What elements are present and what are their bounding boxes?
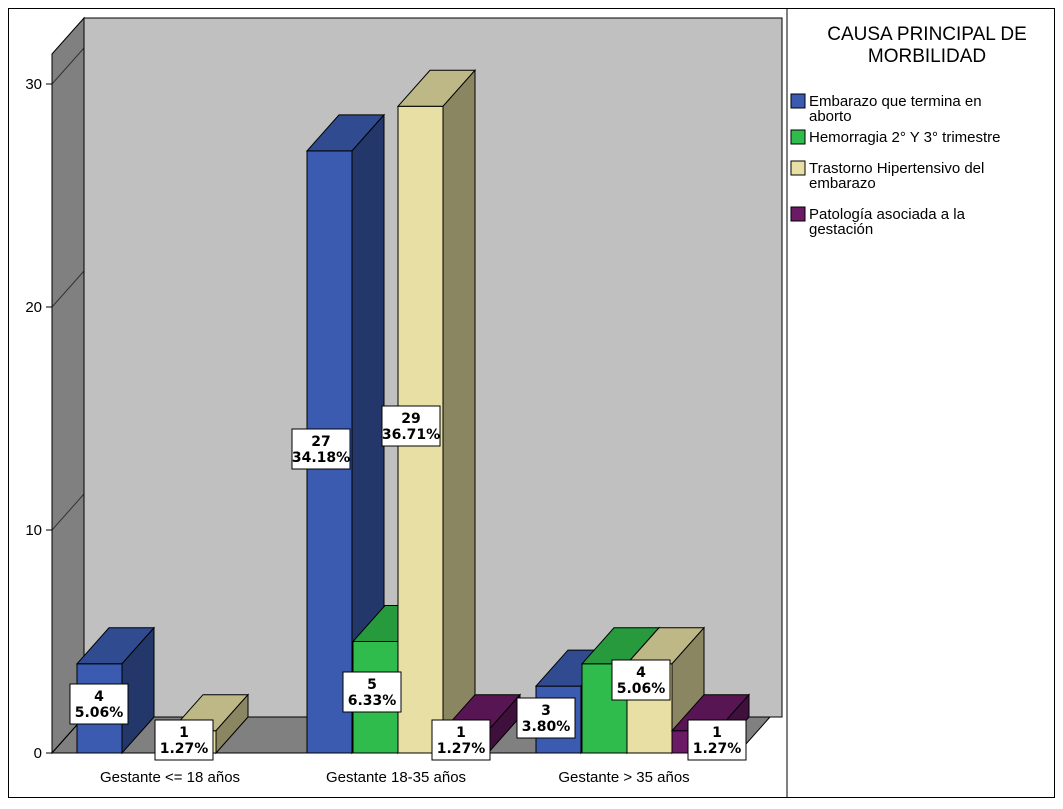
y-tick-wall-line [51,493,85,531]
legend-swatch [790,206,806,222]
y-tick-label: 10 [25,522,42,539]
data-label-count: 27 [311,434,330,450]
outer-frame [8,8,1055,798]
data-label-count: 1 [712,725,722,741]
data-label-box [431,719,491,761]
y-axis: 0 10 20 30 [25,47,85,762]
data-label-box [291,428,351,470]
data-label-percent: 34.18% [292,450,350,466]
data-label-box [516,697,576,739]
bar-side [215,693,249,755]
y-tick-label: 30 [25,76,42,93]
data-label-count: 5 [367,677,377,693]
data-label-count: 4 [636,665,646,681]
data-labels: 45.06%11.27%2734.18%56.33%2936.71%11.27%… [69,405,747,761]
legend-title: CAUSA PRINCIPAL DE [827,24,1027,45]
category-label: Gestante 18-35 años [326,769,466,786]
data-label-box [154,719,214,761]
category-labels: Gestante <= 18 años Gestante 18-35 años Ge… [100,769,690,786]
data-label-box [342,671,402,713]
data-label-count: 29 [401,411,420,427]
bar-side [442,68,476,755]
data-label-count: 1 [456,725,466,741]
data-label-percent: 1.27% [437,741,486,757]
data-label-percent: 1.27% [160,741,209,757]
legend-label: Embarazo que termina en [809,93,982,110]
data-label-count: 1 [179,725,189,741]
data-label-count: 4 [94,689,104,705]
data-label-count: 3 [541,703,551,719]
data-label-percent: 36.71% [382,427,440,443]
data-label-percent: 3.80% [522,719,571,735]
legend-label: embarazo [809,175,876,192]
left-wall [51,16,85,755]
legend-label: Hemorragia 2° Y 3° trimestre [809,129,1001,146]
legend-swatch [790,129,806,145]
plot-walls [8,8,1055,798]
legend-title: MORBILIDAD [868,46,986,67]
legend-label: Trastorno Hipertensivo del [809,160,984,177]
category-label: Gestante <= 18 años [100,769,240,786]
legend-label: Patología asociada a la [809,206,966,223]
data-label-percent: 6.33% [348,693,397,709]
y-tick-label: 20 [25,299,42,316]
y-tick-wall-line [51,47,85,85]
legend-swatch [790,160,806,176]
data-label-percent: 1.27% [693,741,742,757]
y-tick-label: 0 [34,745,42,762]
legend-label: gestación [809,221,873,238]
data-label-box [69,683,129,725]
legend-label: aborto [809,108,852,125]
legend-swatch [790,93,806,109]
y-tick-wall-line [51,270,85,308]
data-label-box [381,405,441,447]
data-label-percent: 5.06% [75,705,124,721]
data-label-box [687,719,747,761]
data-label-percent: 5.06% [617,681,666,697]
category-label: Gestante > 35 años [558,769,689,786]
data-label-box [611,659,671,701]
